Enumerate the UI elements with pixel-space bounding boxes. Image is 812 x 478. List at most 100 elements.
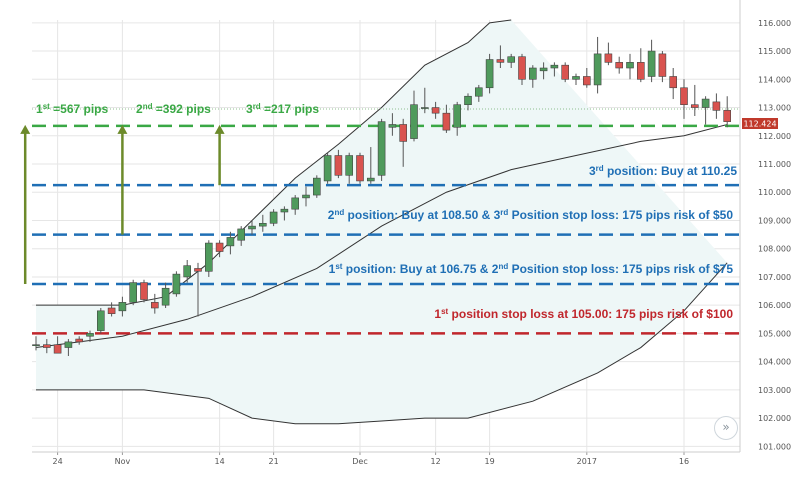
bullish-candle (626, 62, 634, 69)
arrows (20, 124, 225, 284)
bearish-candle (582, 76, 591, 86)
x-tick-label: 16 (679, 457, 689, 466)
y-tick-label: 115.000 (758, 47, 791, 56)
bearish-candle (399, 124, 408, 142)
bearish-candle (107, 307, 116, 314)
bullish-candle (323, 155, 332, 182)
bullish-candle (366, 177, 375, 182)
stop-loss-label: 1st position stop loss at 105.00: 175 pi… (434, 307, 733, 321)
x-tick-label: 2017 (577, 457, 597, 466)
bullish-candle (464, 95, 472, 106)
y-tick-label: 112.000 (758, 132, 791, 141)
bearish-candle (215, 242, 224, 252)
position-3-label: 3rd position: Buy at 110.25 (589, 164, 737, 178)
bullish-candle (453, 104, 462, 128)
bearish-candle (75, 338, 83, 343)
bullish-candle (528, 67, 537, 80)
bearish-candle (669, 76, 678, 89)
pips-label-3: 3rd =217 pips (246, 102, 319, 116)
y-tick-label: 106.000 (758, 301, 791, 310)
y-tick-label: 107.000 (758, 273, 791, 282)
bullish-candle (32, 344, 40, 347)
bearish-candle (194, 268, 202, 272)
y-tick-label: 116.000 (758, 19, 791, 28)
bearish-candle (712, 101, 721, 111)
bullish-candle (64, 341, 73, 348)
y-tick-label: 109.000 (758, 216, 791, 225)
bullish-candle (701, 98, 710, 108)
bullish-candle (291, 197, 300, 210)
band-middle-line (35, 123, 728, 349)
last-price-label: 112.424 (743, 120, 776, 129)
bearish-candle (690, 104, 699, 108)
bullish-candle (302, 194, 310, 199)
y-tick-label: 108.000 (758, 245, 791, 254)
bullish-candle (550, 64, 559, 69)
bullish-candle (485, 59, 494, 89)
bullish-candle (280, 208, 289, 213)
bullish-candle (183, 265, 191, 278)
bollinger-band (35, 19, 728, 425)
bullish-candle (410, 104, 418, 139)
bullish-candle (388, 124, 397, 128)
pips-label-2: 2nd =392 pips (136, 102, 211, 116)
bullish-candle (129, 282, 137, 303)
bullish-candle (420, 107, 429, 109)
bearish-candle (151, 302, 159, 309)
bullish-candle (572, 76, 580, 80)
bullish-candle (312, 177, 321, 196)
arrow-head (117, 124, 128, 134)
arrow-head (20, 124, 31, 134)
bullish-candle (161, 287, 170, 306)
bullish-candle (345, 155, 354, 176)
bullish-candle (237, 228, 245, 241)
x-tick-label: 21 (269, 457, 279, 466)
bearish-candle (442, 112, 451, 131)
bearish-candle (561, 64, 570, 80)
axes: 101.000 102.000 103.000 104.000 105.000 106.0… (32, 0, 791, 466)
bearish-candle (496, 59, 505, 63)
band-lower-line (36, 262, 728, 425)
bearish-candle (356, 155, 364, 182)
y-tick-label: 113.000 (758, 104, 791, 113)
pips-label-1: 1st =567 pips (36, 102, 109, 116)
bullish-candle (172, 273, 181, 295)
bearish-candle (140, 282, 148, 300)
y-tick-label: 110.000 (758, 188, 791, 197)
bullish-candle (474, 87, 483, 97)
band-upper-line (36, 19, 512, 306)
y-tick-label: 102.000 (758, 414, 791, 423)
bearish-candle (658, 53, 667, 77)
bullish-candle (258, 222, 267, 227)
bullish-candle (269, 211, 278, 224)
bearish-candle (680, 87, 688, 106)
y-tick-label: 101.000 (758, 442, 791, 451)
bearish-candle (334, 155, 343, 176)
bearish-candle (615, 62, 624, 69)
last-price-badge (742, 118, 778, 129)
scroll-to-latest-button[interactable]: » (714, 416, 738, 440)
x-tick-label: 19 (485, 457, 495, 466)
bullish-candle (539, 67, 548, 72)
bullish-candle (248, 225, 256, 230)
bearish-candle (42, 344, 51, 348)
bearish-candle (723, 110, 732, 122)
y-tick-label: 114.000 (758, 75, 791, 84)
position-2-label: 2nd position: Buy at 108.50 & 3rd Positi… (328, 208, 734, 222)
x-tick-label: Dec (352, 457, 367, 466)
bullish-candle (205, 242, 213, 272)
candles (32, 36, 732, 356)
bullish-candle (647, 50, 656, 77)
y-tick-label: 111.000 (758, 160, 791, 169)
x-tick-label: Nov (115, 457, 131, 466)
bullish-candle (226, 237, 235, 247)
bullish-candle (118, 302, 127, 312)
y-tick-label: 103.000 (758, 386, 791, 395)
level-lines (32, 108, 740, 335)
bearish-candle (53, 344, 62, 354)
bullish-candle (97, 310, 105, 331)
x-tick-label: 14 (215, 457, 225, 466)
band-fill (36, 20, 728, 424)
bullish-candle (377, 121, 386, 176)
